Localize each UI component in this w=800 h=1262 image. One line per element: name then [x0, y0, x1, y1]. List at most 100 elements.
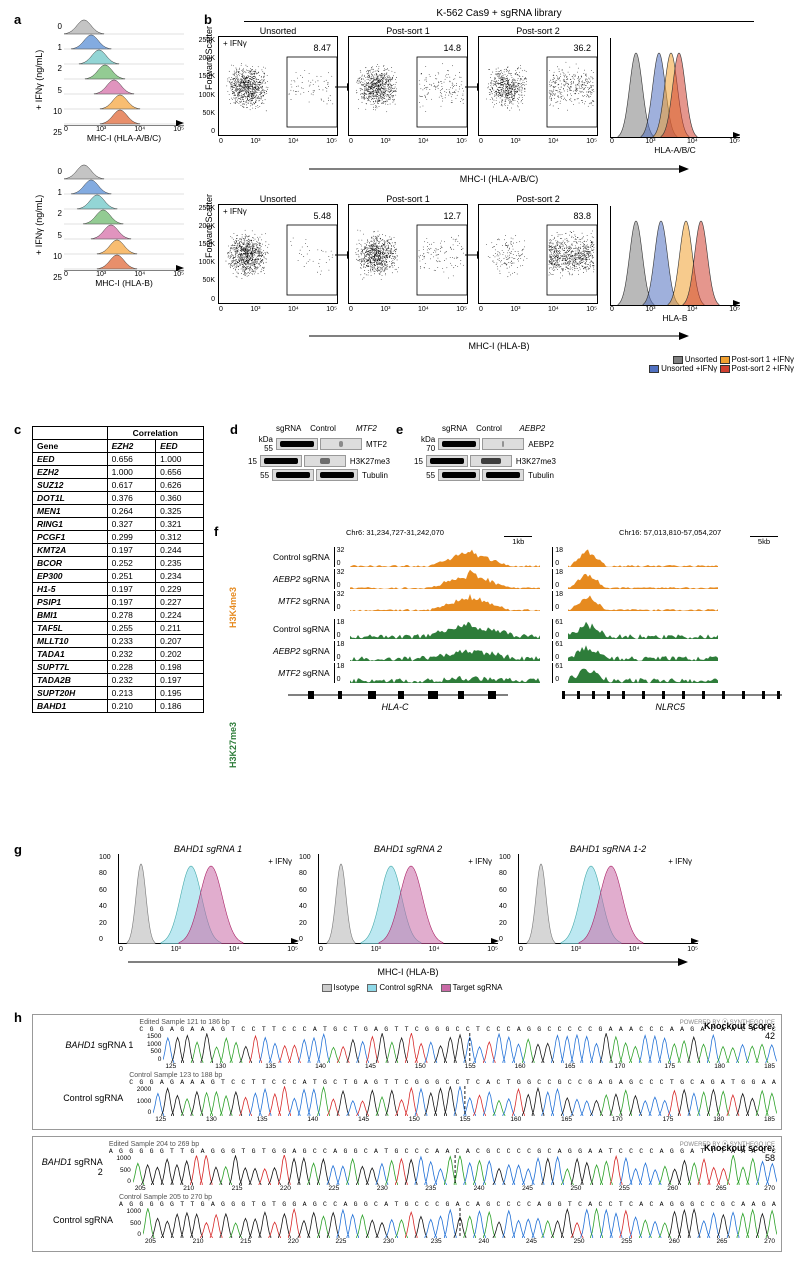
mark-label: H3K4me3 — [228, 568, 248, 628]
panel-a-hist-bot: 0 10³ 10⁴ 10⁵ MHC-I (HLA-B) — [64, 161, 184, 288]
t: 10⁴ — [687, 138, 698, 145]
t: 10³ — [96, 271, 106, 278]
arrow-icon — [128, 957, 688, 967]
t: 10⁵ — [729, 138, 740, 145]
t: 0 — [610, 306, 614, 313]
cond: 5 — [46, 231, 62, 240]
panel-f-label: f — [214, 524, 218, 539]
panel-a-conditions-bot: 0 1 2 5 10 25 — [46, 161, 64, 288]
sgRNA-label: sgRNA — [276, 424, 301, 433]
scatter-plot: Post-sort 2010³10⁴10⁵83.8 — [478, 194, 598, 304]
gene-model — [248, 688, 543, 702]
panel-g-legend: IsotypeControl sgRNATarget sgRNA — [68, 983, 748, 992]
panel-b-title: K-562 Cas9 + sgRNA library — [244, 8, 754, 22]
t: 10⁴ — [134, 271, 145, 278]
panel-e: sgRNA Control AEBP2 kDa 70AEBP215H3K27me… — [414, 424, 554, 483]
f-left: Chr6: 31,234,727-31,242,070 1kb Control … — [248, 528, 543, 808]
panel-a-xticks-bot: 0 10³ 10⁴ 10⁵ — [64, 271, 184, 278]
cond: 5 — [46, 86, 62, 95]
scatter-plot: Unsorted250K200K150K100K50K0010³10⁴10⁵+ … — [218, 26, 338, 136]
panel-f: H3K4me3 H3K27me3 Chr6: 31,234,727-31,242… — [228, 528, 788, 808]
cond: 2 — [46, 64, 62, 73]
t: 0 — [610, 138, 614, 145]
panel-g-xlabel: MHC-I (HLA-B) — [68, 956, 748, 977]
th: EED — [156, 440, 204, 453]
col: Control — [467, 424, 510, 433]
xlabel: MHC-I (HLA-B) — [204, 341, 794, 351]
panel-a-xlabel-bot: MHC-I (HLA-B) — [64, 278, 184, 288]
panel-a-ylabel-bot: + IFNγ (ng/mL) — [32, 161, 46, 288]
b-hist-bot-xlabel: HLA-B — [610, 313, 740, 323]
scatter-plot: Unsorted250K200K150K100K50K0010³10⁴10⁵+ … — [218, 194, 338, 304]
t: 10⁵ — [729, 306, 740, 313]
t: 10⁴ — [687, 306, 698, 313]
panel-b-row-top: Forward Scatter Unsorted250K200K150K100K… — [204, 26, 794, 155]
t: 0 — [64, 126, 68, 133]
panel-b-hist-bot-svg — [610, 206, 740, 306]
th: Correlation — [107, 427, 203, 440]
cond: 25 — [46, 273, 62, 282]
panel-a-hist-top-svg — [64, 16, 184, 126]
cond: 0 — [46, 22, 62, 31]
panel-b-xaxis-top: MHC-I (HLA-A/B/C) — [204, 163, 794, 184]
panel-b-hist-top: 0 10³ 10⁴ 10⁵ HLA-A/B/C — [610, 38, 740, 155]
arrow-icon — [309, 331, 689, 341]
panel-e-label: e — [396, 422, 403, 437]
gene-name: NLRC5 — [552, 702, 788, 712]
scatter-plot: Post-sort 1010³10⁴10⁵14.8 — [348, 26, 468, 136]
panel-h-label: h — [14, 1010, 22, 1025]
panel-a-ylabel-top: + IFNγ (ng/mL) — [32, 16, 46, 143]
figure-root: a + IFNγ (ng/mL) 0 1 2 5 10 25 0 — [8, 8, 792, 1198]
arrow-icon — [309, 164, 689, 174]
cond: 1 — [46, 43, 62, 52]
col: MTF2 — [345, 424, 388, 433]
panel-g: BAHD1 sgRNA 1020406080100+ IFNγ010³10⁴10… — [68, 844, 748, 992]
col: AEBP2 — [511, 424, 554, 433]
t: 10³ — [96, 126, 106, 133]
panel-a-xlabel-top: MHC-I (HLA-A/B/C) — [64, 133, 184, 143]
t: 10⁴ — [134, 126, 145, 133]
cond: 10 — [46, 107, 62, 116]
t: 10³ — [645, 306, 655, 313]
f-right: Chr16: 57,013,810-57,054,207 5kb 1801801… — [552, 528, 788, 808]
th: EZH2 — [107, 440, 156, 453]
panel-a-hist-top: 0 10³ 10⁴ 10⁵ MHC-I (HLA-A/B/C) — [64, 16, 184, 143]
xlabel: MHC-I (HLA-A/B/C) — [204, 174, 794, 184]
t: 10⁵ — [173, 271, 184, 278]
coord: Chr6: 31,234,727-31,242,070 — [248, 528, 543, 537]
panel-c: Correlation Gene EZH2 EED EED0.6561.000E… — [32, 426, 204, 713]
panel-a-xticks-top: 0 10³ 10⁴ 10⁵ — [64, 126, 184, 133]
t: 10⁵ — [173, 126, 184, 133]
th: Gene — [33, 440, 108, 453]
panel-b-legend: Unsorted Post-sort 1 +IFNγ Unsorted +IFN… — [204, 355, 794, 373]
panel-d: sgRNA Control MTF2 kDa 55MTF215H3K27me35… — [248, 424, 388, 483]
cond: 25 — [46, 128, 62, 137]
panel-a-hist-bot-svg — [64, 161, 184, 271]
t: 0 — [64, 271, 68, 278]
panel-b-xaxis-bot: MHC-I (HLA-B) — [204, 331, 794, 352]
b-hist-bot-xticks: 0 10³ 10⁴ 10⁵ — [610, 306, 740, 313]
wb-header-e: sgRNA Control AEBP2 — [414, 424, 554, 433]
col: Control — [301, 424, 344, 433]
panel-g-label: g — [14, 842, 22, 857]
scale-bar: 1kb — [504, 536, 532, 546]
scale-bar: 5kb — [750, 536, 778, 546]
panel-c-label: c — [14, 422, 21, 437]
panel-a-conditions-top: 0 1 2 5 10 25 — [46, 16, 64, 143]
gene-model — [552, 688, 788, 702]
panel-b-hist-top-svg — [610, 38, 740, 138]
panel-h: POWERED BY ⦿ SYNTHEGO ICEKnockout score:… — [32, 1014, 782, 1258]
scatter-plot: Post-sort 2010³10⁴10⁵36.2 — [478, 26, 598, 136]
panel-d-label: d — [230, 422, 238, 437]
panel-b-hist-bot: 0 10³ 10⁴ 10⁵ HLA-B — [610, 206, 740, 323]
b-hist-top-xlabel: HLA-A/B/C — [610, 145, 740, 155]
b-hist-top-xticks: 0 10³ 10⁴ 10⁵ — [610, 138, 740, 145]
gene-name: HLA-C — [248, 702, 543, 712]
scatter-plot: Post-sort 1010³10⁴10⁵12.7 — [348, 194, 468, 304]
wb-header-d: sgRNA Control MTF2 — [248, 424, 388, 433]
mark-label: H3K27me3 — [228, 708, 248, 768]
panel-b-row-bot: Forward Scatter Unsorted250K200K150K100K… — [204, 194, 794, 323]
xlabel: MHC-I (HLA-B) — [68, 967, 748, 977]
cond: 10 — [46, 252, 62, 261]
panel-b: K-562 Cas9 + sgRNA library Forward Scatt… — [204, 8, 794, 373]
